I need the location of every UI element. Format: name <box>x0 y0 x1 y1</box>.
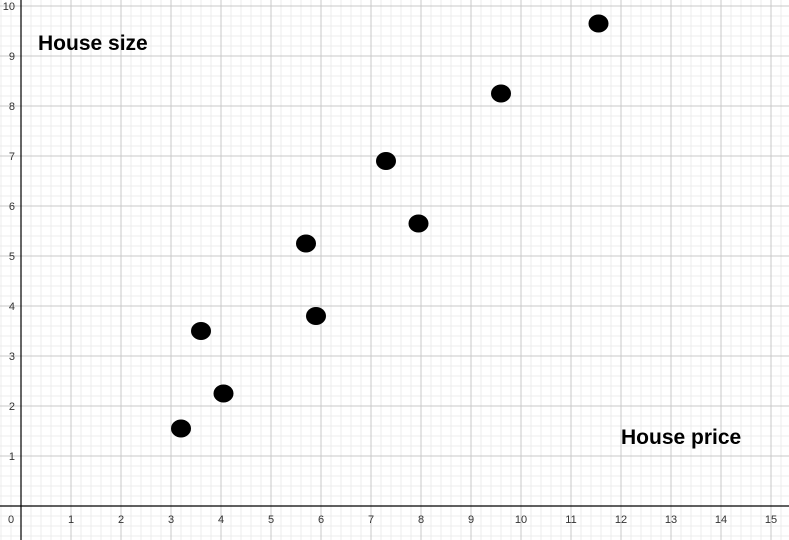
y-tick-label: 6 <box>9 201 15 213</box>
x-tick-label: 15 <box>765 514 777 526</box>
data-point <box>376 152 396 170</box>
data-points <box>171 14 609 438</box>
x-tick-label: 1 <box>68 514 74 526</box>
data-point <box>588 14 609 33</box>
x-tick-label: 7 <box>368 514 374 526</box>
x-tick-label: 13 <box>665 514 677 526</box>
data-point <box>296 234 316 253</box>
y-tick-label: 2 <box>9 401 15 413</box>
x-tick-labels: 0 1 2 3 4 5 6 7 8 9 10 11 12 13 14 15 <box>8 514 777 526</box>
x-tick-label: 0 <box>8 514 14 526</box>
data-point <box>408 214 429 233</box>
x-tick-label: 2 <box>118 514 124 526</box>
x-tick-label: 5 <box>268 514 274 526</box>
x-axis-title: House price <box>621 426 741 449</box>
y-tick-label: 3 <box>9 351 15 363</box>
y-tick-label: 5 <box>9 251 15 263</box>
x-tick-label: 10 <box>515 514 527 526</box>
x-tick-label: 8 <box>418 514 424 526</box>
x-tick-label: 12 <box>615 514 627 526</box>
data-point <box>213 384 234 403</box>
y-tick-label: 4 <box>9 301 15 313</box>
x-tick-label: 3 <box>168 514 174 526</box>
y-tick-label: 7 <box>9 151 15 163</box>
x-tick-label: 9 <box>468 514 474 526</box>
data-point <box>491 84 511 103</box>
data-point <box>191 322 211 340</box>
y-tick-label: 1 <box>9 451 15 463</box>
x-tick-label: 14 <box>715 514 727 526</box>
y-tick-label: 10 <box>3 1 15 13</box>
y-axis-title: House size <box>38 32 148 55</box>
x-tick-label: 11 <box>565 514 576 526</box>
x-tick-label: 4 <box>218 514 224 526</box>
data-point <box>171 419 191 438</box>
y-tick-labels: 1 2 3 4 5 6 7 8 9 10 <box>3 1 15 463</box>
x-tick-label: 6 <box>318 514 324 526</box>
data-point <box>306 307 326 325</box>
y-tick-label: 9 <box>9 51 15 63</box>
y-tick-label: 8 <box>9 101 15 113</box>
